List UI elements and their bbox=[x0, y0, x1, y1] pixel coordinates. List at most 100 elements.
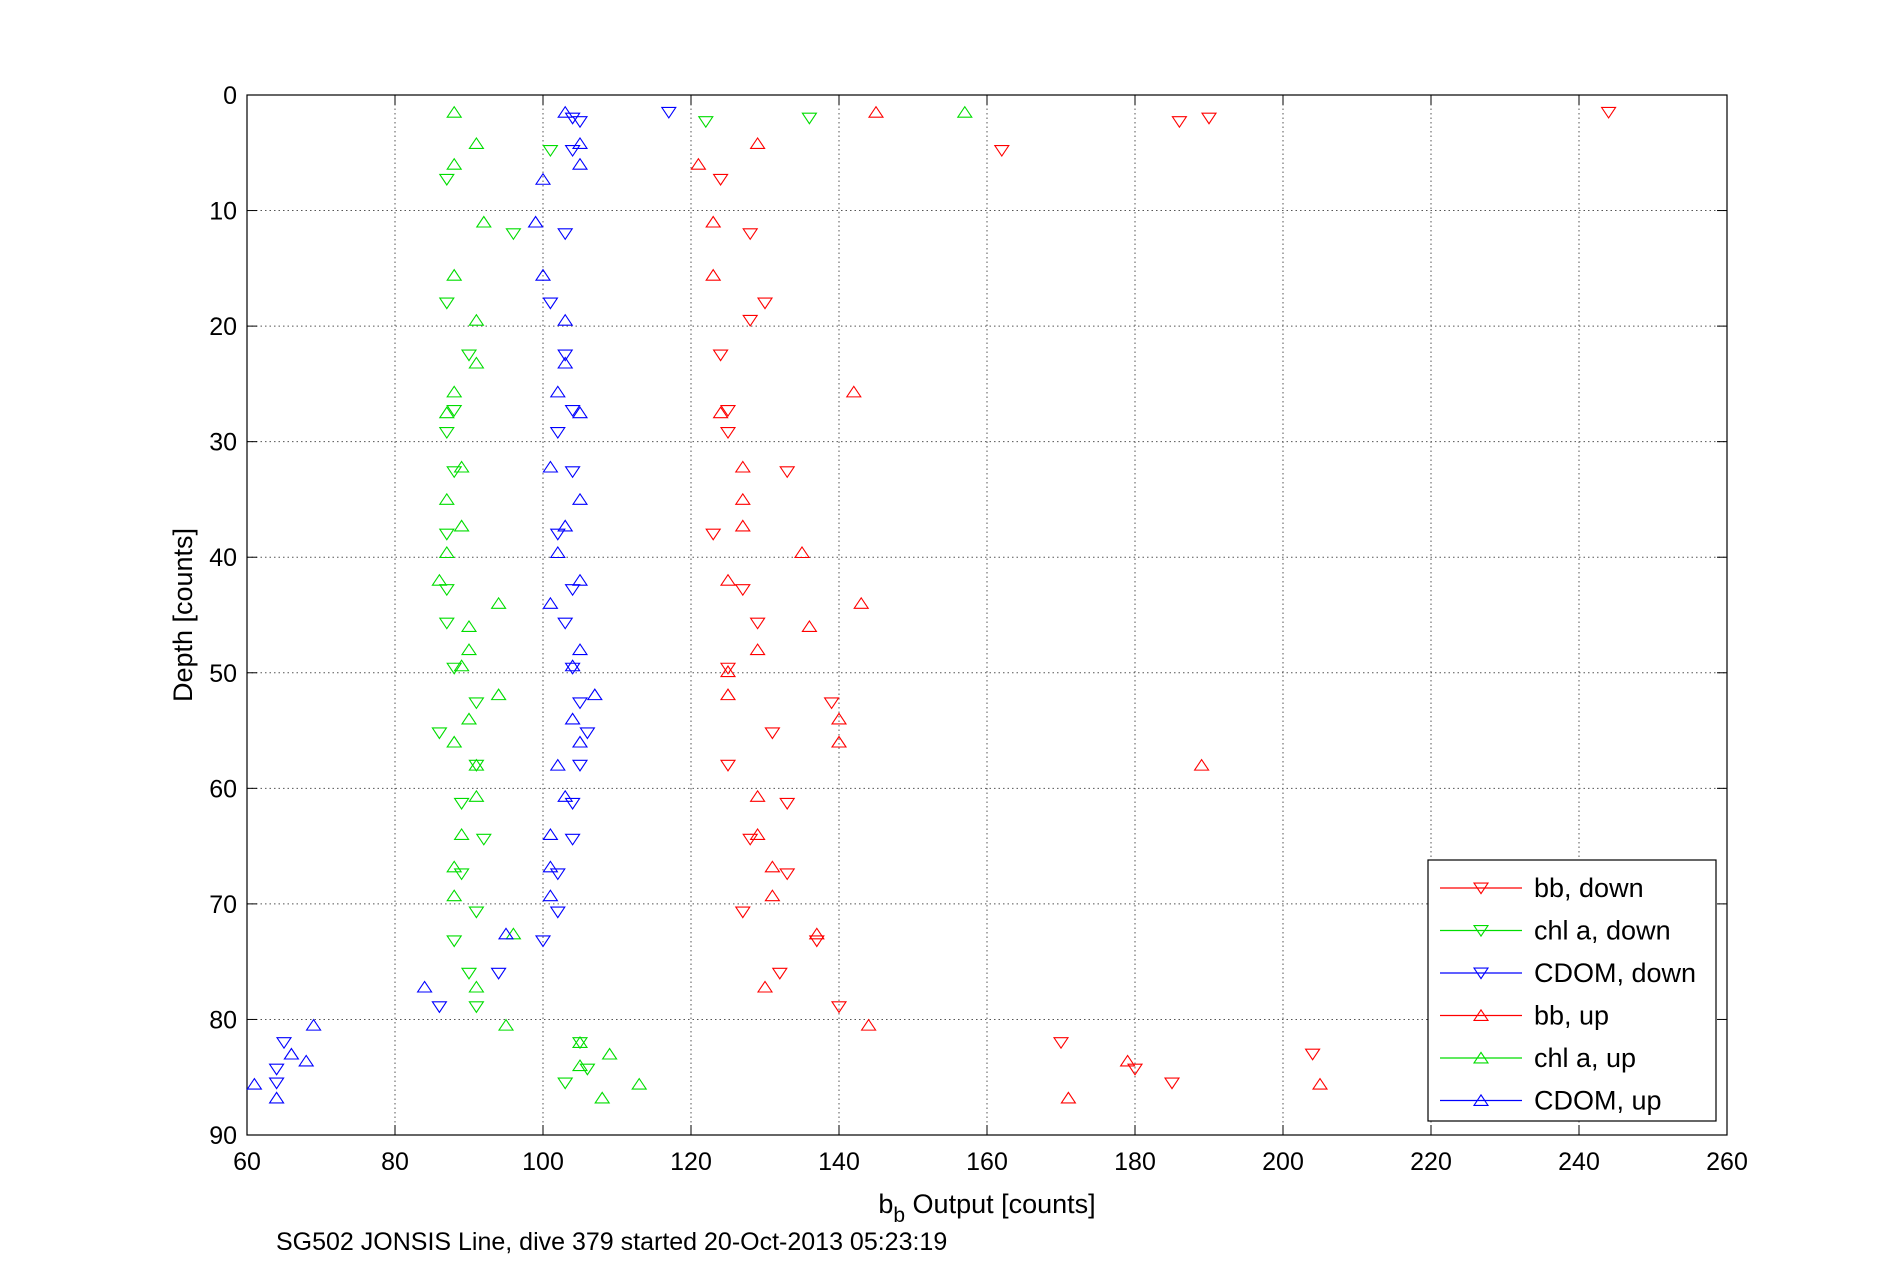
marker-chl-a-up bbox=[446, 105, 463, 118]
marker-chl-a-down bbox=[453, 797, 470, 810]
x-tick-label: 200 bbox=[1262, 1148, 1304, 1176]
marker-cdom-down bbox=[557, 617, 574, 630]
marker-bb-down bbox=[1200, 112, 1218, 125]
marker-cdom-up bbox=[571, 735, 589, 748]
x-axis-label-main: b bbox=[878, 1189, 893, 1219]
marker-bb-down bbox=[1304, 1048, 1321, 1061]
marker-bb-up bbox=[734, 492, 751, 505]
legend-marker-cdom-up bbox=[1472, 1093, 1490, 1106]
marker-chl-a-up bbox=[446, 268, 463, 281]
marker-chl-a-down bbox=[446, 662, 463, 675]
marker-chl-a-down bbox=[697, 116, 714, 129]
marker-cdom-down bbox=[571, 116, 589, 129]
marker-bb-down bbox=[719, 426, 737, 440]
marker-chl-a-down bbox=[446, 405, 463, 418]
marker-chl-a-down bbox=[453, 868, 470, 881]
marker-bb-up bbox=[1119, 1054, 1136, 1067]
marker-bb-down bbox=[712, 173, 729, 186]
marker-chl-a-up bbox=[460, 643, 478, 656]
x-tick-label: 140 bbox=[818, 1148, 860, 1176]
x-tick-label: 80 bbox=[381, 1148, 409, 1176]
marker-bb-up bbox=[705, 215, 722, 228]
marker-chl-a-up bbox=[571, 1059, 589, 1072]
marker-chl-a-down bbox=[468, 1001, 485, 1014]
legend-marker-chl-a-down bbox=[1472, 925, 1490, 938]
marker-chl-a-up bbox=[453, 460, 470, 473]
marker-cdom-up bbox=[564, 712, 581, 725]
x-tick-label: 100 bbox=[522, 1148, 564, 1176]
legend-label-bb-down: bb, down bbox=[1534, 873, 1644, 903]
marker-cdom-down bbox=[490, 967, 507, 980]
legend-box bbox=[1427, 859, 1717, 1122]
y-tick-label: 0 bbox=[223, 82, 237, 110]
marker-cdom-up bbox=[416, 980, 433, 993]
marker-cdom-down bbox=[549, 528, 566, 541]
marker-chl-a-up bbox=[438, 406, 455, 419]
marker-bb-down bbox=[830, 1001, 848, 1014]
marker-bb-down bbox=[779, 797, 796, 810]
marker-cdom-down bbox=[275, 1037, 293, 1050]
marker-bb-up bbox=[853, 596, 870, 609]
marker-cdom-down bbox=[431, 1001, 448, 1014]
marker-cdom-up bbox=[549, 385, 566, 398]
marker-cdom-up bbox=[571, 157, 589, 170]
marker-chl-a-up bbox=[438, 492, 455, 505]
marker-cdom-up bbox=[534, 172, 552, 185]
y-tick-label: 10 bbox=[209, 198, 237, 226]
marker-cdom-down bbox=[557, 228, 574, 241]
marker-bb-down bbox=[808, 935, 825, 948]
axes: 60 80 100 120 140 160 180 200 220 240 260 0 10 20 30 40… bbox=[209, 82, 1748, 1176]
legend-marker-bb-up bbox=[1472, 1008, 1490, 1021]
marker-chl-a-up bbox=[446, 860, 463, 873]
marker-chl-a-up bbox=[594, 1091, 611, 1104]
marker-chl-a-down bbox=[460, 967, 478, 980]
x-tick-label: 220 bbox=[1410, 1148, 1452, 1176]
marker-bb-up bbox=[764, 860, 781, 873]
legend: bb, down chl a, down CDOM, down bb, up chl a… bbox=[1427, 859, 1717, 1122]
marker-bb-up bbox=[734, 519, 751, 532]
x-axis-label-rest: Output [counts] bbox=[905, 1189, 1096, 1219]
marker-bb-up bbox=[830, 735, 848, 748]
marker-cdom-up bbox=[542, 596, 559, 609]
marker-chl-a-up bbox=[497, 1018, 515, 1031]
marker-chl-a-down bbox=[468, 697, 485, 710]
y-tick-label: 30 bbox=[209, 429, 237, 457]
marker-cdom-down bbox=[564, 584, 581, 597]
marker-bb-up bbox=[1311, 1077, 1329, 1090]
x-tick-label: 120 bbox=[670, 1148, 712, 1176]
marker-cdom-down bbox=[268, 1063, 285, 1076]
marker-chl-a-down bbox=[438, 617, 455, 630]
marker-bb-down bbox=[1126, 1063, 1144, 1076]
y-tick-label: 70 bbox=[209, 891, 237, 919]
marker-bb-down bbox=[719, 662, 737, 675]
marker-bb-down bbox=[719, 405, 737, 418]
marker-bb-up bbox=[705, 268, 722, 281]
marker-bb-up bbox=[764, 889, 781, 902]
marker-cdom-up bbox=[557, 356, 574, 369]
marker-cdom-down bbox=[549, 426, 566, 440]
marker-cdom-up bbox=[571, 573, 589, 586]
marker-cdom-up bbox=[298, 1054, 315, 1067]
y-tick-label: 50 bbox=[209, 660, 237, 688]
marker-chl-a-up bbox=[468, 313, 485, 326]
marker-cdom-up bbox=[549, 546, 566, 559]
marker-chl-a-up bbox=[571, 1035, 589, 1049]
marker-bb-down bbox=[756, 297, 774, 310]
marker-bb-down bbox=[764, 727, 781, 740]
x-tick-label: 160 bbox=[966, 1148, 1008, 1176]
marker-bb-up bbox=[808, 927, 825, 940]
marker-bb-up bbox=[690, 157, 707, 170]
x-axis-label: bb Output [counts] bbox=[878, 1189, 1095, 1227]
marker-cdom-down bbox=[564, 797, 581, 810]
legend-marker-cdom-down bbox=[1472, 967, 1490, 980]
marker-chl-a-up bbox=[446, 735, 463, 748]
marker-bb-down bbox=[993, 145, 1010, 158]
marker-bb-up bbox=[830, 712, 848, 725]
marker-bb-down bbox=[1052, 1037, 1070, 1050]
legend-label-cdom-down: CDOM, down bbox=[1534, 958, 1696, 988]
marker-bb-down bbox=[734, 906, 751, 919]
marker-chl-a-up bbox=[453, 519, 470, 532]
marker-bb-down bbox=[779, 466, 796, 479]
marker-cdom-down bbox=[534, 935, 552, 948]
marker-cdom-up bbox=[283, 1047, 300, 1060]
